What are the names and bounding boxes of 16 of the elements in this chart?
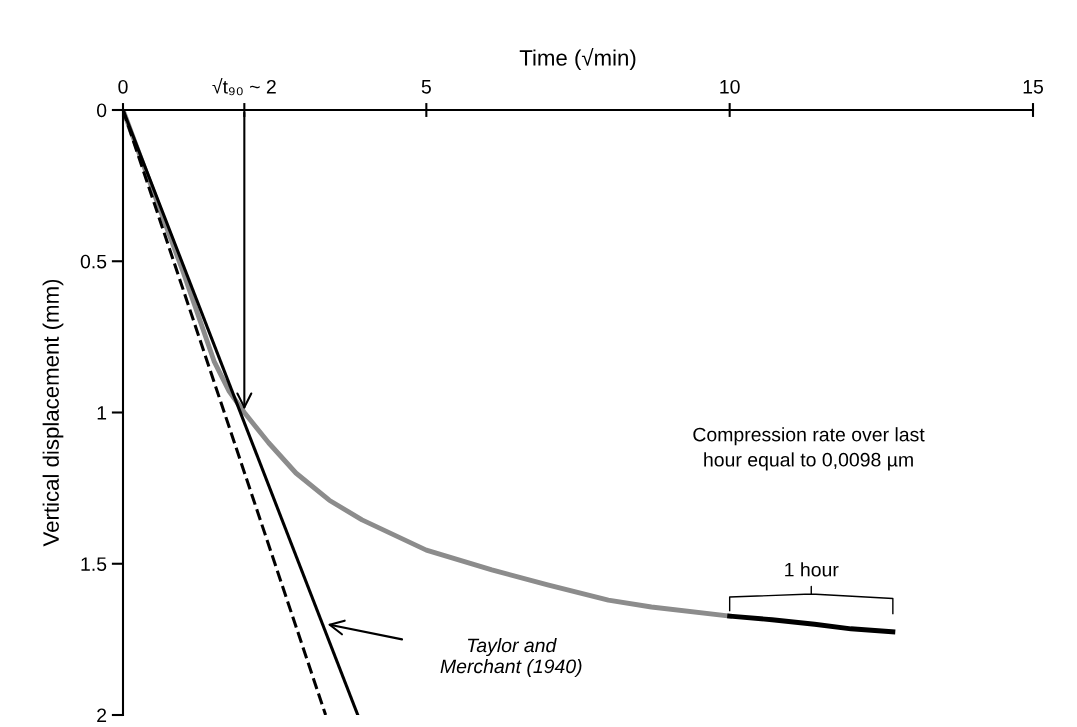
y-tick-label: 2 xyxy=(97,708,107,723)
annotation: Taylor and Merchant (1940) xyxy=(440,637,582,678)
x-tick-label: 15 xyxy=(1023,80,1043,94)
line-series xyxy=(727,613,896,635)
x-tick-label: 5 xyxy=(421,80,431,94)
annotation: Compression rate over last hour equal to 0,0098 µm xyxy=(693,427,925,471)
y-axis-title: Vertical displacement (mm) xyxy=(42,279,64,547)
x-tick-label: √t₉₀ ~ 2 xyxy=(212,78,276,96)
x-axis-title: Time (√min) xyxy=(519,47,636,71)
y-tick-label: 1.5 xyxy=(81,557,107,571)
x-tick-label: 10 xyxy=(720,79,740,94)
annotation: 1 hour xyxy=(785,562,839,577)
y-tick-label: 0 xyxy=(96,103,107,118)
y-tick-label: 0.5 xyxy=(80,254,107,269)
x-tick-label: 0 xyxy=(118,79,128,94)
y-tick-label: 1 xyxy=(97,406,107,420)
